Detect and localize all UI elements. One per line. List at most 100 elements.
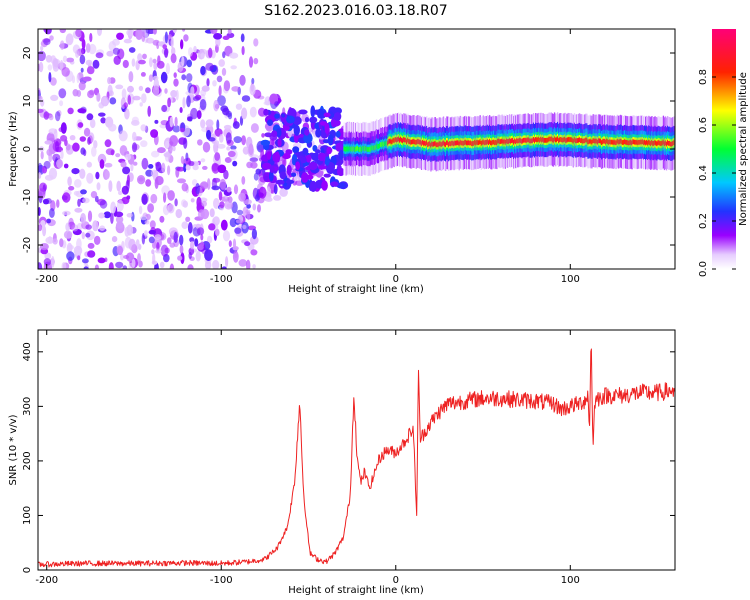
spectrogram-cell bbox=[120, 253, 124, 261]
x-tick-label: 0 bbox=[393, 274, 399, 285]
snr-series-line bbox=[38, 348, 675, 568]
spectrogram-cell bbox=[132, 161, 138, 166]
spectrogram-cell bbox=[77, 255, 81, 261]
spectrogram-cell bbox=[246, 203, 251, 209]
spectrogram-cell bbox=[349, 147, 351, 152]
spectrogram-cell bbox=[548, 136, 550, 142]
spectrogram-cell bbox=[629, 140, 631, 145]
spectrogram-cell bbox=[59, 238, 64, 248]
spectrogram-cell bbox=[260, 139, 271, 146]
spectrogram-cell bbox=[216, 119, 220, 130]
spectrogram-cell bbox=[483, 140, 485, 146]
spectrogram-cell bbox=[38, 224, 43, 232]
spectrogram-cell bbox=[425, 141, 427, 147]
spectrogram-cell bbox=[229, 52, 239, 59]
spectrogram-cell bbox=[352, 146, 355, 151]
spectrogram-cell bbox=[623, 140, 625, 145]
spectrogram-cell bbox=[370, 145, 372, 151]
spectrogram-cell bbox=[359, 147, 361, 152]
spectrogram-cell bbox=[621, 140, 624, 145]
spectrogram-cell bbox=[514, 138, 516, 144]
spectrogram-cell bbox=[601, 140, 603, 145]
spectrogram-cell bbox=[110, 212, 114, 225]
spectrogram-cell bbox=[116, 32, 124, 40]
spectrogram-cell bbox=[93, 140, 98, 149]
spectrogram-cell bbox=[95, 171, 100, 180]
spectrogram-cell bbox=[455, 140, 457, 146]
spectrogram-cell bbox=[112, 47, 120, 55]
spectrogram-cell bbox=[416, 139, 418, 144]
spectrogram-cell bbox=[132, 131, 137, 142]
spectrogram-cell bbox=[197, 139, 203, 146]
spectrogram-cell bbox=[539, 137, 541, 143]
spectrogram-cell bbox=[108, 90, 114, 97]
spectrogram-cell bbox=[406, 139, 408, 145]
snr-frame bbox=[37, 329, 676, 571]
spectrogram-cell bbox=[579, 137, 581, 143]
spectrogram-cell bbox=[438, 141, 440, 147]
spectrogram-cell bbox=[225, 132, 232, 144]
spectrogram-cell bbox=[127, 94, 131, 105]
spectrogram-cell bbox=[191, 179, 198, 186]
spectrogram-cell bbox=[63, 230, 73, 239]
spectrogram-data bbox=[38, 29, 675, 269]
spectrogram-cell bbox=[567, 136, 569, 142]
spectrogram-cell bbox=[214, 140, 220, 147]
spectrogram-cell bbox=[561, 137, 563, 143]
spectrogram-cell bbox=[321, 180, 328, 191]
spectrogram-cell bbox=[148, 74, 153, 82]
spectrogram-cell bbox=[649, 140, 651, 146]
y-tick-label: 300 bbox=[22, 397, 33, 416]
spectrogram-cell bbox=[524, 137, 526, 143]
spectrogram-cell bbox=[263, 101, 273, 106]
spectrogram-cell bbox=[250, 123, 259, 133]
spectrogram-cell bbox=[432, 142, 434, 147]
spectrogram-cell bbox=[115, 215, 124, 224]
spectrogram-cell bbox=[325, 154, 330, 166]
snr-y-label: SNR (10 * v/v) bbox=[8, 414, 19, 485]
spectrogram-cell bbox=[494, 140, 496, 146]
spectrogram-cell bbox=[441, 141, 444, 147]
y-tick-label: 0 bbox=[22, 146, 33, 152]
spectrogram-cell bbox=[145, 37, 155, 44]
spectrogram-cell bbox=[640, 139, 643, 145]
spectrogram-cell bbox=[656, 141, 658, 147]
spectrogram-cell bbox=[210, 29, 218, 35]
spectrogram-cell bbox=[479, 139, 481, 144]
spectrogram-cell bbox=[38, 88, 41, 96]
colorbar-tick-label: 0.8 bbox=[698, 69, 709, 85]
spectrogram-cell bbox=[89, 32, 93, 43]
spectrogram-cell bbox=[44, 140, 53, 145]
spectrogram-cell bbox=[61, 262, 67, 269]
spectrogram-cell bbox=[131, 258, 136, 268]
spectrogram-cell bbox=[71, 168, 80, 175]
spectrogram-cell bbox=[179, 234, 184, 246]
spectrogram-cell bbox=[230, 145, 237, 150]
spectrogram-cell bbox=[409, 139, 411, 145]
spectrogram-cell bbox=[336, 167, 345, 177]
spectrogram-cell bbox=[75, 49, 80, 58]
spectrogram-cell bbox=[154, 119, 159, 124]
spectrogram-cell bbox=[500, 139, 502, 144]
spectrogram-cell bbox=[99, 159, 105, 169]
spectrogram-cell bbox=[98, 112, 106, 117]
spectrogram-cell bbox=[643, 139, 646, 145]
spectrogram-cell bbox=[137, 53, 143, 62]
spectrogram-cell bbox=[202, 141, 211, 153]
spectrogram-cell bbox=[606, 138, 608, 144]
spectrogram-cell bbox=[60, 122, 67, 134]
spectrogram-cell bbox=[286, 115, 295, 124]
spectrogram-cell bbox=[242, 224, 247, 230]
spectrogram-cell bbox=[60, 150, 64, 160]
spectrogram-cell bbox=[103, 211, 112, 219]
spectrogram-cell bbox=[169, 263, 175, 269]
spectrogram-cell bbox=[86, 113, 94, 121]
spectrogram-cell bbox=[431, 141, 433, 147]
spectrogram-cell bbox=[565, 138, 567, 143]
spectrogram-cell bbox=[201, 200, 207, 207]
spectrogram-cell bbox=[484, 140, 487, 145]
spectrogram-cell bbox=[151, 249, 155, 255]
spectrogram-cell bbox=[405, 137, 407, 143]
spectrogram-cell bbox=[434, 141, 436, 146]
spectrogram-cell bbox=[673, 140, 675, 146]
